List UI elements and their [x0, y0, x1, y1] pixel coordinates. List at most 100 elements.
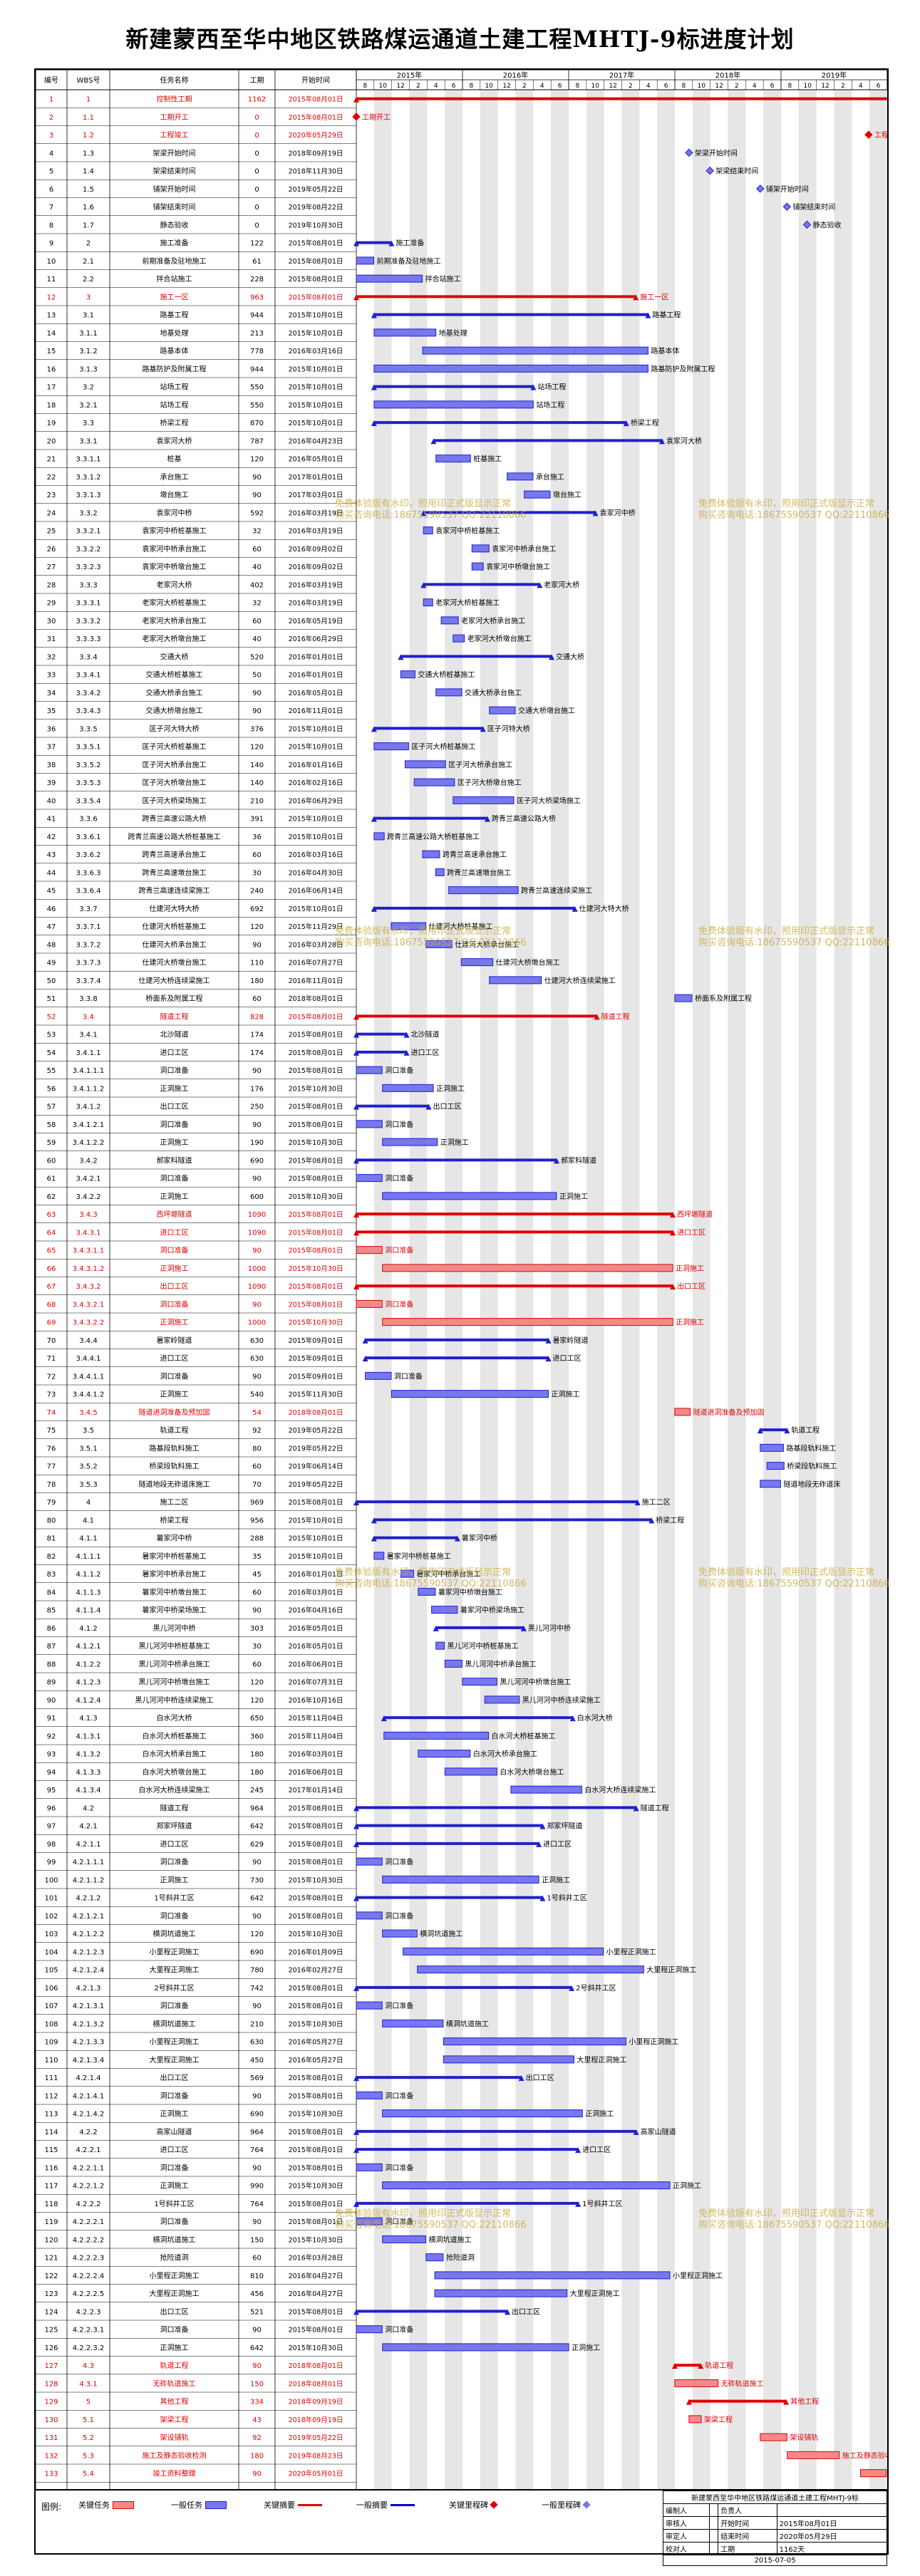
task-start: 2015年11月04日	[289, 1714, 343, 1723]
summary-cap	[539, 1823, 546, 1829]
task-duration: 90	[252, 2327, 262, 2334]
bar-label: 路基工程	[652, 311, 681, 320]
task-name: 架梁结束时间	[153, 167, 196, 176]
task-index: 48	[47, 941, 56, 949]
month-label: 12	[609, 83, 616, 90]
task-name: 仕建河大特大桥	[150, 904, 200, 913]
task-start: 2016年01月01日	[289, 1570, 343, 1579]
task-duration: 521	[250, 2308, 264, 2316]
task-duration: 690	[250, 2111, 264, 2119]
task-index: 25	[47, 528, 56, 536]
summary-cap	[353, 240, 359, 246]
task-name: 进口工区	[160, 1354, 189, 1363]
task-name: 洞口准备	[160, 1120, 189, 1129]
task-index: 49	[47, 960, 56, 967]
bar-label: 进口工区	[543, 1840, 572, 1849]
task-index: 62	[47, 1193, 56, 1201]
task-index: 51	[47, 995, 56, 1003]
bar-label: 暑家河中桥桩基施工	[387, 1552, 451, 1561]
task-name: 袁家河中桥桩基施工	[143, 526, 207, 536]
summary-cap	[353, 1158, 359, 1164]
task-wbs: 1.4	[83, 168, 94, 176]
task-name: 跨青兰高速墩台施工	[143, 868, 207, 877]
task-wbs: 3.4.3.1.1	[73, 1247, 105, 1255]
summary-bar	[688, 2399, 787, 2403]
summary-bar	[373, 385, 534, 388]
bar-label: 袁家河中桥	[600, 508, 636, 517]
summary-bar	[356, 1824, 543, 1827]
bar-label: 施工一区	[640, 292, 668, 301]
gantt-frame	[34, 68, 889, 2491]
task-start: 2015年08月01日	[289, 1228, 343, 1237]
task-name: 路基本体	[160, 346, 189, 355]
task-duration: 650	[250, 1715, 264, 1723]
task-name: 隧道工程	[160, 1012, 189, 1021]
task-duration: 70	[252, 1481, 262, 1489]
task-start: 2016年05月01日	[289, 1624, 343, 1633]
task-start: 2016年10月16日	[289, 1696, 343, 1705]
task-wbs: 4.2.1.4.1	[73, 2092, 105, 2100]
task-bar	[510, 1785, 582, 1794]
task-start: 2015年08月01日	[289, 1804, 343, 1812]
bar-label: 黑儿河河中桥承台施工	[465, 1659, 536, 1668]
task-duration: 303	[250, 1625, 264, 1633]
task-index: 19	[47, 420, 56, 427]
task-start: 2015年10月01日	[289, 905, 343, 913]
task-duration: 90	[252, 1067, 262, 1075]
bar-label: 洞口准备	[385, 1066, 413, 1075]
legend-swatch	[582, 2500, 591, 2509]
task-duration: 592	[250, 509, 264, 517]
task-start: 2015年10月01日	[289, 401, 343, 410]
task-duration: 120	[250, 456, 264, 464]
task-wbs: 3.3.8	[79, 995, 97, 1003]
task-index: 45	[47, 888, 56, 895]
task-wbs: 4.2.2.1.2	[73, 2183, 105, 2191]
task-name: 交通大桥墩台施工	[146, 706, 203, 715]
task-name: 工程竣工	[160, 130, 189, 140]
task-start: 2015年08月01日	[289, 257, 343, 266]
task-duration: 692	[250, 905, 264, 913]
task-index: 106	[44, 1985, 58, 1993]
bar-label: 白水河大桥连续梁施工	[584, 1785, 656, 1795]
bar-label: 正洞施工	[559, 1192, 588, 1201]
task-duration: 944	[250, 365, 264, 373]
summary-bar	[365, 1356, 549, 1360]
task-start: 2015年10月30日	[289, 2344, 343, 2352]
summary-cap	[520, 1625, 527, 1631]
task-duration: 642	[250, 1895, 264, 1903]
bar-label: 正洞施工	[572, 2343, 600, 2352]
bar-label: 隧道工程	[601, 1012, 630, 1021]
month-label: 6	[452, 83, 456, 90]
task-index: 2	[49, 114, 53, 122]
bar-label: 仕建河大桥连续梁施工	[544, 976, 616, 985]
task-bar	[674, 2379, 719, 2387]
bar-label: 洞口准备	[385, 2091, 413, 2100]
task-index: 111	[44, 2074, 58, 2082]
bar-label: 架梁工程	[704, 2415, 733, 2424]
summary-bar	[356, 1014, 597, 1018]
summary-cap	[670, 1212, 676, 1218]
bar-label: 暑家河中桥墩台施工	[438, 1587, 502, 1596]
task-wbs: 4.2.1.4	[76, 2074, 101, 2082]
task-name: 袁家河中桥承台施工	[143, 544, 207, 554]
task-duration: 180	[250, 1769, 264, 1777]
task-index: 22	[47, 474, 56, 482]
task-name: 洞口准备	[160, 2001, 189, 2010]
task-index: 101	[44, 1895, 58, 1903]
task-index: 129	[44, 2399, 58, 2406]
bar-label: 进口工区	[677, 1228, 705, 1237]
task-start: 2018年08月01日	[289, 2362, 343, 2370]
month-shade	[551, 90, 569, 2489]
task-start: 2016年05月01日	[289, 689, 343, 697]
summary-cap	[381, 1715, 387, 1722]
task-wbs: 3.3.3.3	[76, 635, 101, 643]
task-name: 西坪塬隧道	[157, 1210, 192, 1219]
task-start: 2019年08月23日	[289, 2451, 343, 2460]
task-duration: 990	[250, 2183, 264, 2191]
task-wbs: 4.1.1.3	[76, 1589, 101, 1596]
task-start: 2016年03月28日	[289, 940, 343, 949]
month-label: 6	[558, 83, 562, 90]
bar-label: 白水河大桥	[577, 1713, 613, 1723]
bar-label: 正洞施工	[676, 1318, 704, 1327]
task-duration: 600	[250, 1193, 264, 1201]
